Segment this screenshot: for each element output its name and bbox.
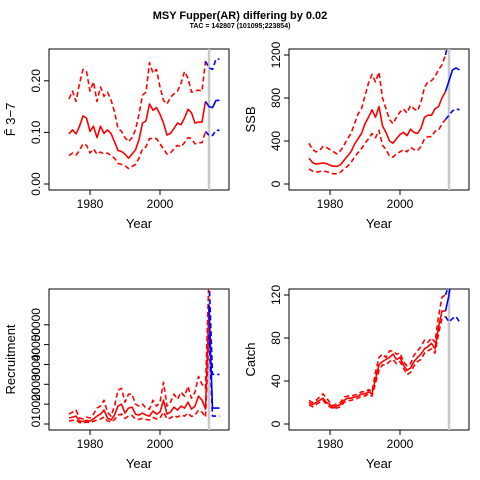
x-tick-label: 1980 (317, 197, 344, 211)
y-tick-label: 0.00 (29, 172, 43, 196)
plot-frame (48, 48, 230, 191)
series-line-history-lower (308, 315, 446, 410)
series-line-history-median (68, 304, 210, 423)
y-tick-label: 120 (269, 285, 283, 305)
y-tick-label: 0.10 (29, 120, 43, 144)
figure-title: MSY Fupper(AR) differing by 0.02 (152, 10, 328, 22)
y-tick-label: 30000 (29, 347, 43, 381)
series-line-history-median (308, 310, 446, 409)
series-line-projection-upper (208, 289, 220, 376)
series-line-projection-upper (444, 289, 449, 296)
series-line-history-median (68, 101, 207, 159)
x-tick-label: 1980 (77, 437, 104, 451)
series-line-history-lower (308, 118, 447, 175)
y-tick-label: 40000 (29, 328, 43, 362)
x-axis-label: Year (126, 216, 153, 231)
y-tick-label: 50000 (29, 308, 43, 342)
y-tick-label: 40 (269, 374, 283, 388)
series-line-projection-lower (444, 108, 460, 121)
y-tick-label: 800 (269, 88, 283, 108)
panel-catch: 1980 2000 0 40 80 120 Year Catch (243, 285, 470, 471)
plot-frame (288, 48, 470, 191)
x-tick-label: 2000 (387, 437, 414, 451)
series-line-projection-lower (444, 315, 461, 323)
y-tick-label: 400 (269, 131, 283, 151)
series-group (308, 289, 461, 410)
x-tick-label: 1980 (317, 437, 344, 451)
x-tick-label: 1980 (77, 197, 104, 211)
y-tick-label: 0 (269, 180, 283, 187)
plot-frame (288, 288, 470, 431)
y-tick-label: 0.20 (29, 69, 43, 93)
series-line-projection-upper (204, 58, 220, 71)
x-axis-label: Year (366, 216, 393, 231)
y-tick-label: 20000 (29, 367, 43, 401)
series-line-history-lower (68, 334, 210, 424)
plot-frame (48, 288, 230, 431)
panel-recruitment: 1980 200001000020000300004000050000YearRe… (3, 288, 230, 471)
series-line-projection-lower (204, 129, 220, 137)
y-tick-label: 0 (29, 420, 43, 427)
y-axis-label: Recruitment (3, 324, 18, 394)
series-line-history-upper (68, 61, 207, 143)
series-line-projection-median (208, 304, 220, 409)
series-line-history-lower (68, 131, 207, 170)
series-line-history-upper (68, 289, 210, 420)
panel-ssb: 1980 2000 0 400 800 1200 Year SSB (243, 41, 470, 231)
x-tick-label: 2000 (147, 197, 174, 211)
x-tick-label: 2000 (147, 437, 174, 451)
y-axis-label: F̄ 3−7 (3, 103, 18, 137)
series-line-history-upper (308, 294, 446, 407)
series-group (68, 58, 220, 170)
y-tick-label: 1200 (269, 41, 283, 68)
y-tick-label: 0 (269, 420, 283, 427)
figure-subtitle: TAC = 142807 (101095;223854) (189, 23, 291, 30)
series-group (308, 49, 460, 175)
series-line-history-median (308, 91, 447, 168)
series-line-history-upper (308, 54, 447, 155)
x-tick-label: 2000 (387, 197, 414, 211)
series-group (68, 289, 220, 424)
x-axis-label: Year (366, 456, 393, 471)
y-tick-label: 10000 (29, 387, 43, 421)
y-axis-label: Catch (243, 343, 258, 377)
x-axis-label: Year (126, 456, 153, 471)
y-tick-label: 80 (269, 331, 283, 345)
series-line-projection-median (204, 99, 220, 109)
series-line-projection-lower (208, 334, 220, 417)
series-line-projection-median (444, 289, 451, 312)
y-axis-label: SSB (243, 106, 258, 132)
panel-fbar: 1980 2000 0.00 0.10 0.20 Year F̄ 3−7 (3, 48, 230, 231)
series-line-projection-median (444, 67, 460, 92)
